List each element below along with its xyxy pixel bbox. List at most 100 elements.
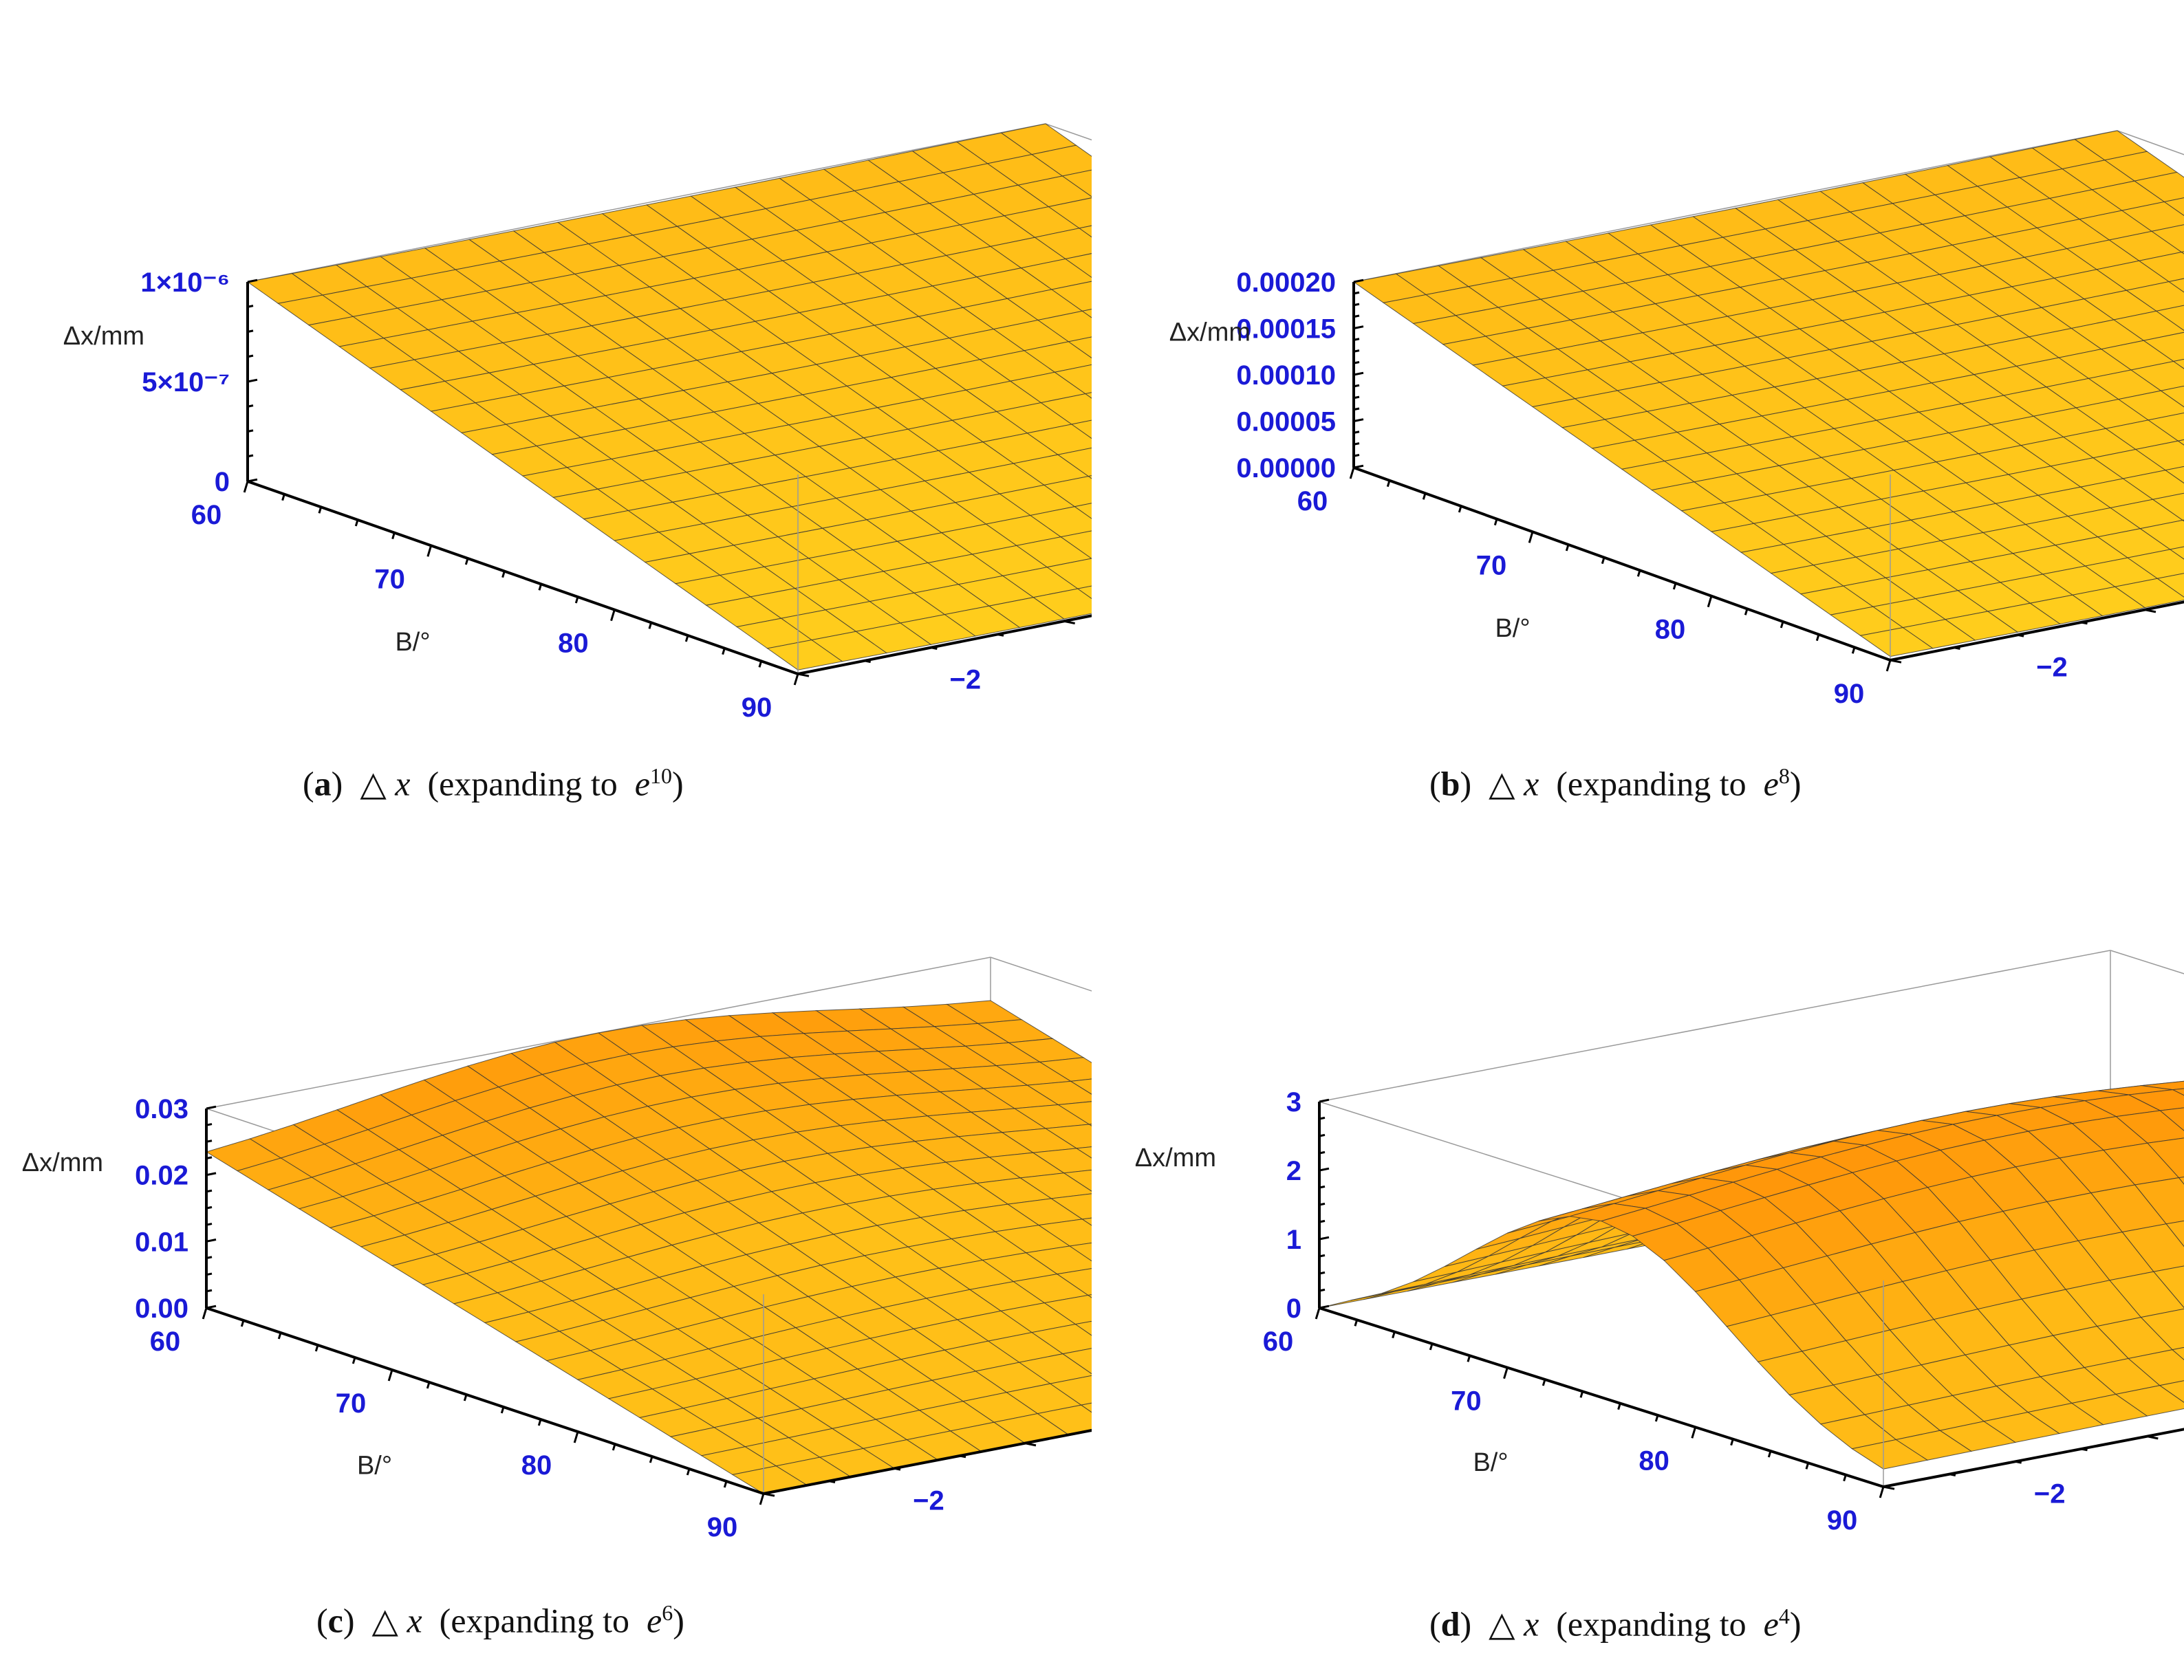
b-tick-mark	[1601, 557, 1605, 565]
l-tick-mark	[2017, 633, 2024, 637]
b-tick-mark	[1422, 492, 1427, 500]
z-tick-mark	[247, 354, 254, 358]
l-tick-mark	[959, 1454, 966, 1459]
b-tick-mark	[1392, 1331, 1396, 1339]
z-tick-label: 1	[1286, 1225, 1301, 1255]
b-tick-label: 60	[150, 1327, 181, 1357]
b-tick-label: 70	[374, 564, 405, 594]
l-tick-mark	[864, 659, 871, 664]
b-tick-mark	[723, 1481, 728, 1488]
b-tick-label: 70	[1476, 550, 1507, 580]
z-tick-label: 0.01	[135, 1227, 188, 1257]
b-tick-mark	[1805, 1462, 1810, 1470]
b-tick-label: 80	[558, 629, 589, 659]
surface-patch	[1851, 1439, 1929, 1470]
l-tick-mark	[1883, 1485, 1895, 1490]
b-tick-mark	[1467, 1355, 1471, 1362]
panel-b: 6070809020−20.000200.000150.000100.00005…	[1092, 0, 2184, 840]
z-tick-label: 0.00	[135, 1294, 188, 1324]
surface-patch	[1080, 1402, 1092, 1413]
z-tick-mark	[1353, 325, 1364, 329]
l-tick-mark	[1090, 1429, 1092, 1432]
b-tick-mark	[537, 1419, 542, 1426]
z-tick-mark	[247, 305, 254, 308]
z-tick-mark	[1319, 1202, 1326, 1206]
b-tick-mark	[686, 1468, 691, 1476]
b-axis-label: B/°	[395, 628, 430, 657]
b-tick-mark	[281, 494, 285, 501]
box-edge	[990, 957, 1092, 992]
z-tick-mark	[1319, 1116, 1326, 1120]
b-tick-label: 80	[1655, 615, 1686, 645]
b-tick-mark	[1528, 531, 1534, 543]
z-tick-mark	[1319, 1219, 1326, 1223]
z-tick-mark	[247, 478, 258, 483]
l-tick-mark	[2015, 1460, 2022, 1464]
z-tick-mark	[1353, 395, 1360, 400]
z-tick-mark	[1319, 1305, 1330, 1309]
z-tick-mark	[206, 1123, 213, 1126]
z-tick-mark	[1353, 349, 1360, 353]
z-tick-mark	[206, 1272, 213, 1276]
z-tick-mark	[206, 1172, 217, 1177]
l-tick-mark	[763, 1492, 775, 1497]
surface-patch	[2167, 278, 2184, 293]
b-axis	[1319, 1307, 1884, 1488]
z-tick-mark	[1353, 303, 1360, 307]
b-tick-mark	[391, 532, 396, 540]
z-tick-mark	[206, 1189, 213, 1193]
z-tick-mark	[1353, 418, 1364, 422]
box-edge	[1353, 130, 2118, 283]
box-edge	[1319, 950, 2111, 1102]
b-tick-label: 60	[191, 500, 222, 530]
b-tick-mark	[500, 1406, 505, 1414]
z-tick-label: 2	[1286, 1156, 1301, 1186]
b-tick-mark	[1636, 569, 1641, 577]
z-tick-mark	[1353, 338, 1360, 341]
z-tick-mark	[247, 454, 254, 458]
b-tick-mark	[1458, 505, 1462, 513]
b-axis-label: B/°	[1495, 614, 1530, 643]
z-tick-label: 0	[1286, 1294, 1301, 1324]
z-tick-mark	[206, 1305, 217, 1309]
b-tick-mark	[574, 596, 579, 604]
panel-a: 6070809020−21×10⁻⁶5×10⁻⁷0B/°l/°Δx/mm (a)…	[0, 0, 1092, 840]
z-tick-label: 1×10⁻⁶	[140, 268, 230, 298]
z-tick-label: 0.02	[135, 1161, 188, 1191]
z-tick-mark	[1319, 1271, 1326, 1275]
z-tick-mark	[1353, 454, 1360, 457]
b-tick-label: 90	[1834, 679, 1865, 709]
z-tick-mark	[1353, 291, 1360, 295]
caption-a: (a) △ x (expanding to e10)	[303, 763, 684, 803]
l-tick-mark	[797, 673, 810, 677]
b-tick-mark	[1744, 608, 1749, 615]
z-tick-mark	[1319, 1288, 1326, 1292]
surface-patch	[1081, 309, 1092, 318]
b-tick-mark	[314, 1344, 319, 1352]
b-axis	[247, 480, 799, 675]
z-tick-mark	[1353, 279, 1364, 283]
b-tick-mark	[610, 609, 616, 622]
b-axis-label: B/°	[357, 1452, 392, 1481]
b-axis-label: B/°	[1473, 1448, 1508, 1477]
b-tick-label: 70	[336, 1388, 367, 1419]
z-tick-mark	[206, 1239, 217, 1243]
b-tick-mark	[1315, 1307, 1321, 1320]
z-tick-mark	[206, 1223, 213, 1226]
l-tick-mark	[2081, 621, 2088, 625]
b-tick-mark	[1707, 596, 1713, 608]
z-tick-mark	[247, 279, 258, 283]
z-axis-label: Δx/mm	[22, 1148, 103, 1177]
l-tick-mark	[1024, 1442, 1037, 1447]
z-tick-label: 0.00015	[1236, 314, 1336, 345]
z-tick-label: 0	[215, 467, 230, 497]
z-axis-label: Δx/mm	[63, 322, 144, 351]
b-tick-mark	[426, 545, 433, 557]
b-tick-mark	[1503, 1367, 1509, 1379]
surface-patch	[2169, 546, 2184, 560]
z-tick-mark	[206, 1156, 213, 1159]
l-axis	[763, 1428, 1092, 1495]
z-tick-label: 5×10⁻⁷	[142, 367, 230, 397]
